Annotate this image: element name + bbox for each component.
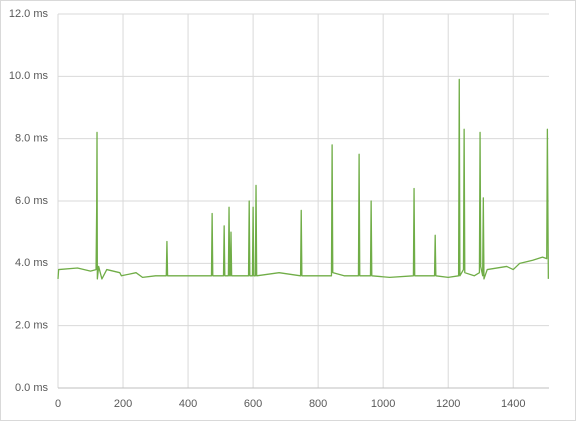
x-tick-label: 0 bbox=[55, 398, 61, 410]
y-tick-label: 4.0 ms bbox=[15, 257, 49, 269]
data-line bbox=[57, 78, 549, 280]
x-tick-label: 600 bbox=[244, 398, 262, 410]
y-tick-label: 10.0 ms bbox=[9, 70, 49, 82]
y-tick-label: 6.0 ms bbox=[15, 195, 49, 207]
y-tick-label: 2.0 ms bbox=[15, 320, 49, 332]
chart-frame bbox=[0, 0, 576, 421]
x-tick-label: 800 bbox=[309, 398, 327, 410]
y-tick-label: 8.0 ms bbox=[15, 133, 49, 145]
y-tick-label: 0.0 ms bbox=[15, 382, 49, 394]
x-tick-label: 1400 bbox=[501, 398, 525, 410]
x-tick-label: 1000 bbox=[371, 398, 395, 410]
x-tick-label: 200 bbox=[114, 398, 132, 410]
x-tick-label: 400 bbox=[179, 398, 197, 410]
x-tick-label: 1200 bbox=[436, 398, 460, 410]
y-tick-label: 12.0 ms bbox=[9, 8, 49, 20]
